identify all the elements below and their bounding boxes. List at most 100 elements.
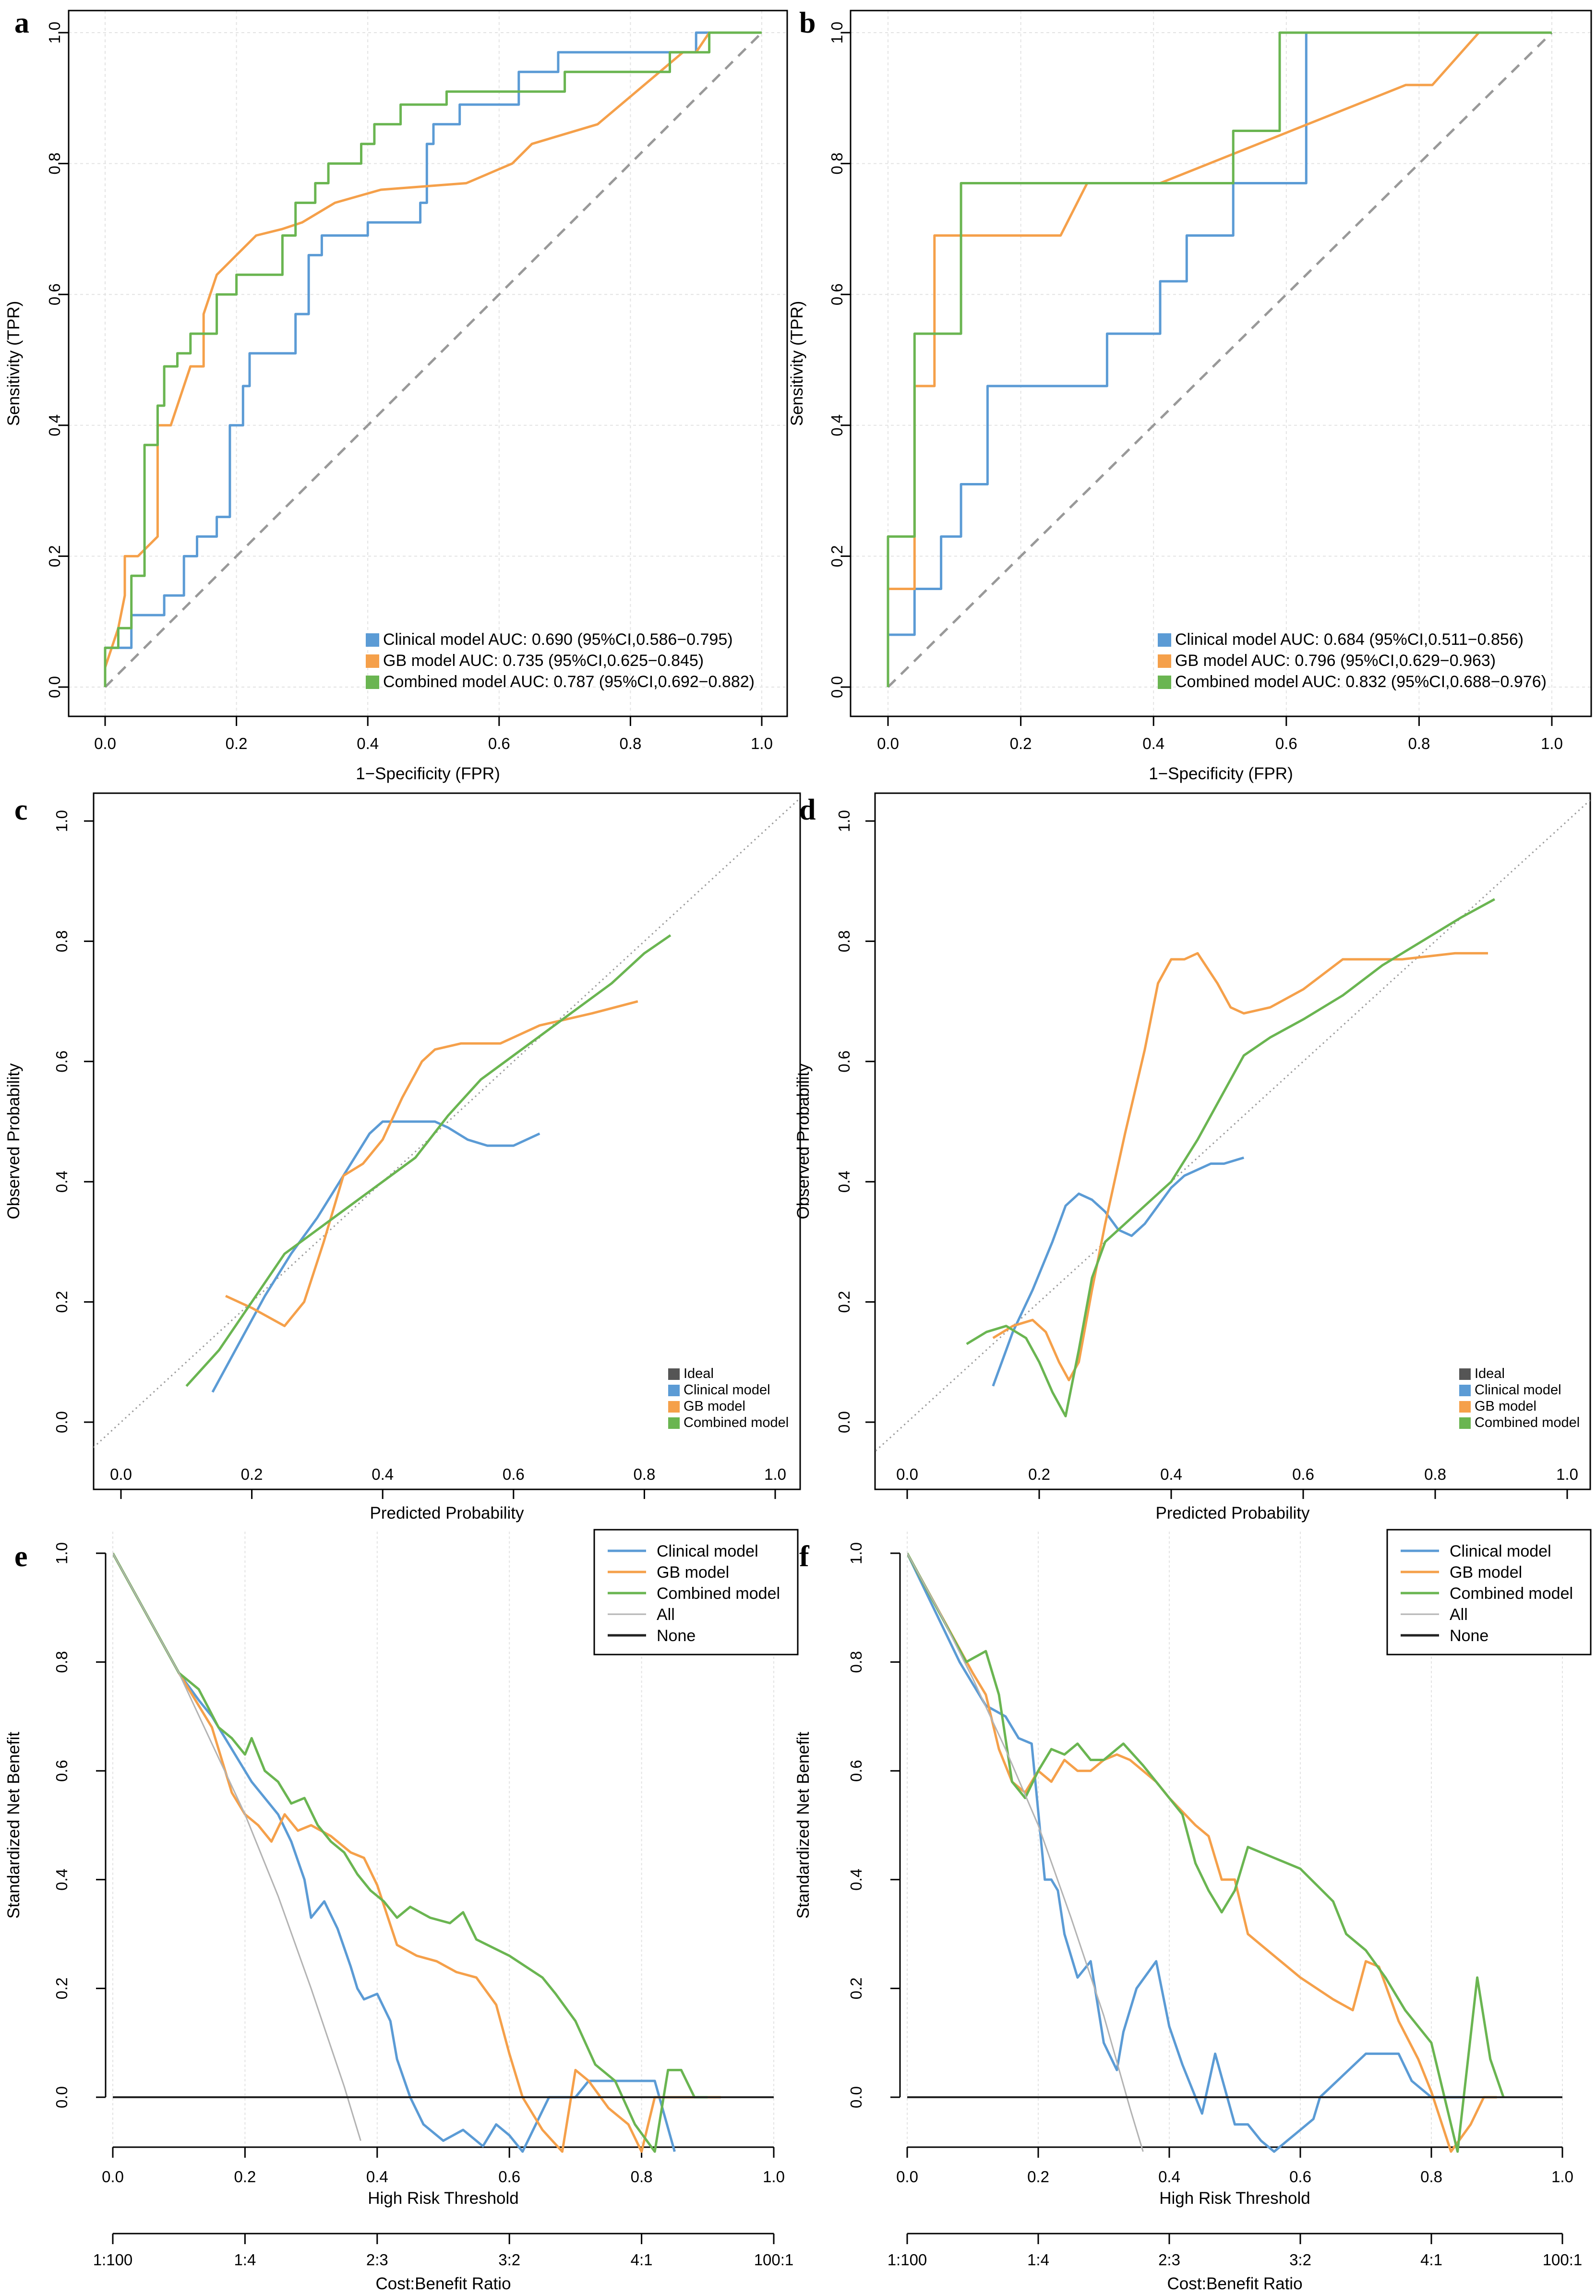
y-tick-label: 1.0 — [53, 810, 71, 832]
x-tick-label: 0.6 — [498, 2168, 520, 2186]
x-tick-label: 0.4 — [372, 1465, 394, 1483]
series-line-gb-model — [887, 31, 1552, 687]
legend-label: Clinical model AUC: 0.690 (95%CI,0.586−0… — [383, 630, 733, 649]
x2-tick-label: 100:1 — [1543, 2251, 1583, 2269]
series-line-clinical-model — [907, 1552, 1464, 2153]
ideal-line — [875, 799, 1590, 1453]
x-tick-label: 0.2 — [226, 735, 248, 752]
legend-swatch — [1459, 1417, 1471, 1429]
x-tick-label: 0.6 — [1289, 2168, 1311, 2186]
legend-label: GB model — [684, 1399, 745, 1414]
series-line-all — [113, 1553, 361, 2141]
x-tick-label: 0.6 — [1292, 1465, 1314, 1483]
x-tick-label: 0.6 — [1275, 735, 1297, 752]
series-line-clinical-model — [211, 1120, 540, 1393]
x-tick-label: 1.0 — [764, 1465, 786, 1483]
y-tick-label: 1.0 — [53, 1542, 71, 1564]
y-axis-title: Observed Probability — [794, 1063, 813, 1219]
plot-frame — [874, 792, 1591, 1490]
x-tick-label: 0.4 — [1142, 735, 1164, 752]
series-line-gb-model — [104, 31, 762, 687]
legend-label: Clinical model — [1450, 1542, 1551, 1560]
legend-label: All — [1450, 1606, 1468, 1624]
legend-label: GB model — [657, 1563, 729, 1582]
series-line-combined-model — [887, 31, 1552, 687]
y-tick-label: 0.4 — [53, 1171, 71, 1193]
y-tick-label: 0.0 — [53, 2086, 71, 2108]
y-tick-label: 0.0 — [835, 1411, 853, 1433]
y-tick-label: 0.0 — [828, 676, 846, 698]
series-line-gb-model — [992, 952, 1488, 1381]
y-tick-label: 0.8 — [847, 1651, 865, 1673]
series-line-clinical-model — [104, 31, 762, 687]
plot-frame — [93, 792, 801, 1490]
series-line-combined-model — [113, 1552, 708, 2153]
legend-swatch — [1158, 676, 1171, 689]
x-tick-label: 1.0 — [763, 2168, 785, 2186]
legend-label: Clinical model — [684, 1382, 770, 1398]
y-axis-title: Sensitivity (TPR) — [788, 301, 806, 426]
x-tick-label: 0.8 — [631, 2168, 653, 2186]
x-tick-label: 0.8 — [1424, 1465, 1446, 1483]
y-tick-label: 0.2 — [835, 1291, 853, 1313]
x-tick-label: 0.0 — [896, 1465, 918, 1483]
x-tick-label: 0.6 — [503, 1465, 525, 1483]
x2-axis-title: Cost:Benefit Ratio — [375, 2274, 511, 2293]
legend-swatch — [1158, 633, 1171, 647]
plot-frame — [68, 10, 788, 717]
x-tick-label: 0.0 — [896, 2168, 918, 2186]
legend-swatch — [366, 676, 379, 689]
series-line-clinical-model — [992, 1156, 1245, 1387]
y-tick-label: 1.0 — [828, 22, 846, 44]
y-tick-label: 0.6 — [847, 1760, 865, 1782]
x2-tick-label: 4:1 — [631, 2251, 653, 2269]
x-tick-label: 0.6 — [488, 735, 510, 752]
y-tick-label: 0.8 — [835, 930, 853, 952]
panel-letter: b — [799, 7, 816, 39]
y-tick-label: 0.0 — [53, 1411, 71, 1433]
legend-swatch — [1459, 1368, 1471, 1380]
x-tick-label: 0.8 — [1420, 2168, 1442, 2186]
legend-label: GB model AUC: 0.735 (95%CI,0.625−0.845) — [383, 652, 704, 670]
legend-label: Clinical model — [1475, 1382, 1561, 1398]
y-tick-label: 0.8 — [53, 930, 71, 952]
x-tick-label: 0.8 — [619, 735, 641, 752]
y-tick-label: 0.2 — [46, 545, 63, 567]
x-tick-label: 1.0 — [1556, 1465, 1578, 1483]
legend-swatch — [1459, 1385, 1471, 1396]
x-axis-title: 1−Specificity (FPR) — [1149, 764, 1293, 783]
y-tick-label: 0.4 — [847, 1869, 865, 1891]
panel-d: 0.0 0.2 0.4 0.6 0.8 1.0 0.0 0.2 0.4 0.6 0.8 1.0 Pred… — [794, 792, 1591, 1523]
x-tick-label: 0.4 — [357, 735, 379, 752]
panel-c: 0.0 0.2 0.4 0.6 0.8 1.0 0.0 0.2 0.4 0.6 0.8 1.0 Pred… — [4, 792, 801, 1523]
x-axis-title: Predicted Probability — [370, 1504, 524, 1523]
y-axis-title: Observed Probability — [4, 1063, 23, 1219]
y-tick-label: 0.2 — [847, 1977, 865, 1999]
legend-label: Combined model AUC: 0.832 (95%CI,0.688−0… — [1175, 673, 1547, 691]
series-line-all — [907, 1553, 1144, 2152]
legend-label: GB model — [1475, 1399, 1536, 1414]
x2-tick-label: 1:4 — [234, 2251, 256, 2269]
panel-a: 0.0 0.2 0.4 0.6 0.8 1.0 0.0 0.2 0.4 0.6 0.8 1.0 1−Sp… — [4, 7, 788, 783]
legend-label: Clinical model — [657, 1542, 758, 1560]
x-tick-label: 1.0 — [751, 735, 773, 752]
panel-letter: c — [14, 794, 28, 826]
reference-diagonal — [887, 32, 1553, 688]
y-axis-title: Standardized Net Benefit — [4, 1732, 23, 1919]
y-axis-title: Sensitivity (TPR) — [4, 301, 23, 426]
x-tick-label: 0.0 — [877, 735, 899, 752]
legend-swatch — [366, 633, 379, 647]
panel-letter: f — [799, 1540, 810, 1573]
x-axis-title: 1−Specificity (FPR) — [356, 764, 500, 783]
y-tick-label: 0.6 — [828, 283, 846, 305]
x2-tick-label: 1:100 — [93, 2251, 133, 2269]
series-line-gb-model — [113, 1552, 721, 2153]
legend-swatch — [668, 1385, 680, 1396]
x2-tick-label: 2:3 — [366, 2251, 388, 2269]
legend-label: Combined model — [1450, 1584, 1573, 1603]
legend-label: Combined model — [684, 1415, 789, 1430]
legend-label: GB model — [1450, 1563, 1522, 1582]
y-tick-label: 0.4 — [828, 414, 846, 436]
x-tick-label: 0.2 — [1028, 1465, 1050, 1483]
